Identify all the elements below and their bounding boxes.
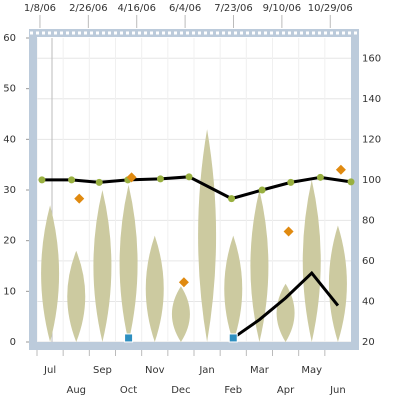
x-top-tick-label: 4/16/06 [117,3,156,14]
y2-tick-label: 80 [362,215,375,226]
point [38,176,46,184]
diamond [74,193,85,204]
range-shape [119,184,138,342]
x-top-tick-label: 7/23/06 [214,3,253,14]
point [287,178,295,186]
x-tick-label: Aug [66,385,86,396]
y-tick-label: 50 [3,84,16,95]
x-tick-label: Dec [171,385,190,396]
point [68,176,76,184]
square [124,333,134,343]
x-tick-label: Jul [43,365,56,376]
x-tick-label: Nov [145,365,165,376]
x-top-tick-label: 2/26/06 [69,3,108,14]
range-shape [67,250,86,342]
x-tick-label: Apr [277,385,295,396]
point [316,173,324,181]
range-shape [93,190,112,342]
x-tick-label: Jun [329,385,346,396]
range-shape [41,205,60,342]
y-tick-label: 40 [3,134,16,145]
range-shape [250,190,269,342]
y2-tick-label: 160 [362,53,381,64]
x-tick-label: May [301,365,322,376]
x-top-tick-label: 1/8/06 [24,3,56,14]
point [258,186,266,194]
y-tick-label: 0 [10,337,16,348]
line [232,270,340,340]
y2-tick-label: 140 [362,94,381,105]
range-shape [198,129,217,342]
line [41,175,352,201]
range-shape [145,235,164,342]
range-shape [328,225,347,342]
diamond [283,226,294,237]
y2-tick-label: 20 [362,337,375,348]
x-tick-label: Mar [250,365,270,376]
y-tick-label: 10 [3,286,16,297]
square [228,333,238,343]
x-tick-label: Feb [224,385,242,396]
range-shape [224,235,243,342]
x-tick-label: Sep [93,365,112,376]
point [228,195,236,203]
point [156,175,164,183]
y2-tick-label: 120 [362,134,381,145]
y-tick-label: 30 [3,185,16,196]
range-shape [276,283,295,342]
x-tick-label: Jan [198,365,214,376]
y2-tick-label: 40 [362,296,375,307]
range-shape [171,286,190,342]
diamond [178,277,189,288]
point [95,178,103,186]
point [347,178,355,186]
point [185,173,193,181]
diamond [126,172,137,183]
diamond [335,164,346,175]
y-tick-label: 60 [3,33,16,44]
range-shape [302,179,321,342]
x-top-tick-label: 6/4/06 [169,3,201,14]
y2-tick-label: 100 [362,175,381,186]
y2-tick-label: 60 [362,256,375,267]
x-top-tick-label: 10/29/06 [308,3,353,14]
x-top-tick-label: 9/10/06 [263,3,302,14]
x-tick-label: Oct [120,385,137,396]
y-tick-label: 20 [3,236,16,247]
